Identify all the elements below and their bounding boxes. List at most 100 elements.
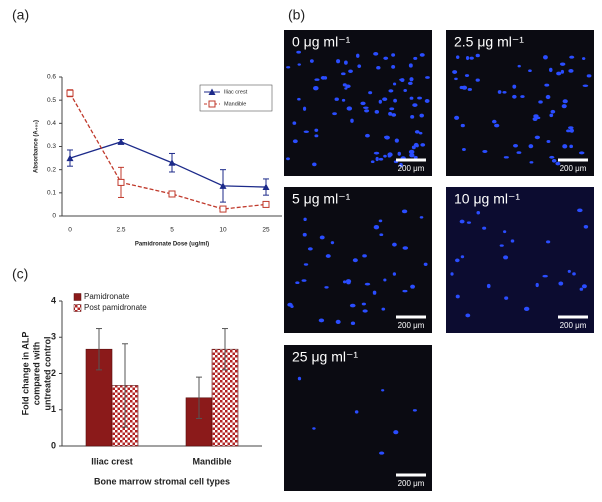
nucleus <box>538 100 543 104</box>
x-tick-label: Iliac crest <box>91 456 133 466</box>
nucleus <box>388 89 394 93</box>
nucleus <box>314 134 319 138</box>
nucleus <box>423 262 428 267</box>
nucleus <box>529 161 534 164</box>
nucleus <box>312 162 317 167</box>
nucleus <box>381 307 386 311</box>
nucleus <box>403 89 407 93</box>
nucleus <box>512 94 517 99</box>
nucleus <box>572 272 576 276</box>
nucleus <box>467 88 472 91</box>
nucleus <box>420 143 426 147</box>
nucleus <box>325 254 331 258</box>
nucleus <box>307 247 313 251</box>
scale-label: 200 μm <box>398 321 425 330</box>
nucleus <box>324 286 329 289</box>
nucleus <box>561 104 567 109</box>
nucleus <box>412 103 418 107</box>
panel-label: (b) <box>288 7 305 23</box>
nucleus <box>309 59 314 63</box>
nucleus <box>393 430 399 435</box>
nucleus <box>482 226 487 230</box>
nucleus <box>586 74 592 78</box>
legend-label: Pamidronate <box>84 292 130 301</box>
nucleus <box>544 83 550 87</box>
nucleus <box>382 97 388 102</box>
marker <box>168 159 176 166</box>
panel-label: (a) <box>12 7 29 23</box>
y-axis-label: compared with <box>31 342 41 406</box>
scale-label: 200 μm <box>560 164 587 173</box>
nucleus <box>568 69 574 73</box>
nucleus <box>569 128 575 133</box>
nucleus <box>581 284 587 289</box>
nucleus <box>549 67 553 73</box>
nucleus <box>402 246 409 250</box>
nucleus <box>528 144 534 149</box>
nucleus <box>379 233 384 237</box>
nucleus <box>528 69 532 73</box>
nucleus <box>387 152 393 157</box>
nucleus <box>341 98 346 102</box>
nucleus <box>287 302 293 307</box>
nucleus <box>459 219 465 224</box>
nucleus <box>556 71 562 76</box>
nucleus <box>320 76 326 80</box>
nucleus <box>502 90 507 94</box>
nucleus <box>583 224 589 229</box>
marker <box>117 138 125 145</box>
nucleus <box>356 53 360 58</box>
nucleus <box>460 255 465 259</box>
nucleus <box>360 101 366 106</box>
series-line <box>69 92 267 210</box>
y-tick-label: 4 <box>51 295 56 305</box>
y-axis-label: Absorbance (A₄₀₅) <box>34 120 40 173</box>
nucleus <box>394 138 399 143</box>
panel-label: (c) <box>12 266 28 282</box>
nucleus <box>536 116 541 120</box>
nucleus <box>397 151 401 156</box>
nucleus <box>292 121 297 125</box>
nucleus <box>503 230 507 234</box>
marker <box>219 205 227 213</box>
nucleus <box>465 313 471 318</box>
scale-label: 200 μm <box>398 164 425 173</box>
y-tick-label: 1 <box>51 404 56 414</box>
nucleus <box>313 85 319 91</box>
nucleus <box>497 90 502 94</box>
nucleus <box>375 156 379 162</box>
nucleus <box>425 76 430 79</box>
nucleus <box>494 123 500 128</box>
nucleus <box>503 156 509 159</box>
nucleus <box>319 235 325 240</box>
dose-caption: 0 μg ml⁻¹ <box>292 34 351 50</box>
nucleus <box>384 135 389 139</box>
nucleus <box>391 64 396 69</box>
nucleus <box>378 219 383 223</box>
nucleus <box>549 155 555 159</box>
nucleus <box>303 130 309 134</box>
nucleus <box>550 109 556 114</box>
nucleus <box>374 109 380 114</box>
nucleus <box>314 128 319 132</box>
nucleus <box>341 72 346 76</box>
nucleus <box>302 232 307 237</box>
y-tick-label: 0 <box>51 440 56 450</box>
nucleus <box>419 113 425 118</box>
nucleus <box>303 217 307 222</box>
nucleus <box>419 53 425 57</box>
nucleus <box>504 296 509 300</box>
nucleus <box>399 78 405 82</box>
nucleus <box>413 155 418 159</box>
nucleus <box>392 82 397 86</box>
nucleus <box>296 50 301 54</box>
nucleus <box>303 263 309 266</box>
nucleus <box>363 106 369 110</box>
nucleus <box>520 95 525 98</box>
nucleus <box>362 309 368 313</box>
nucleus <box>408 149 415 155</box>
nucleus <box>503 255 509 260</box>
nucleus <box>399 162 403 168</box>
legend-swatch <box>73 293 82 301</box>
nucleus <box>332 112 337 116</box>
